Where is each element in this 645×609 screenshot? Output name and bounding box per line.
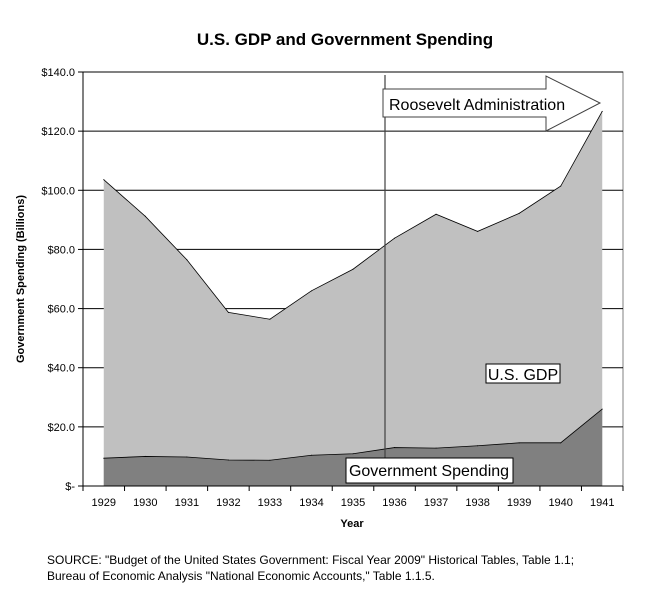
arrow-right-icon xyxy=(382,75,602,132)
data-point xyxy=(601,408,603,410)
data-point xyxy=(352,453,354,455)
source-note: SOURCE: "Budget of the United States Gov… xyxy=(47,552,574,584)
x-tick-label: 1940 xyxy=(548,497,572,509)
x-tick-label: 1937 xyxy=(424,497,448,509)
data-point xyxy=(518,442,520,444)
x-tick-label: 1938 xyxy=(465,497,489,509)
y-tick-label: $20.0 xyxy=(47,422,75,434)
x-tick-label: 1930 xyxy=(133,497,157,509)
y-tick-label: $80.0 xyxy=(47,244,75,256)
data-point xyxy=(394,447,396,449)
area-gdp xyxy=(103,111,603,486)
x-tick-label: 1939 xyxy=(507,497,531,509)
x-tick-label: 1932 xyxy=(216,497,240,509)
x-tick-label: 1936 xyxy=(382,497,406,509)
x-tick-label: 1935 xyxy=(341,497,365,509)
data-point xyxy=(269,318,271,320)
chart-title: U.S. GDP and Government Spending xyxy=(197,30,493,49)
x-tick-label: 1929 xyxy=(92,497,116,509)
gdp-label: U.S. GDP xyxy=(488,367,558,384)
x-axis-label: Year xyxy=(340,518,364,530)
x-tick-label: 1933 xyxy=(258,497,282,509)
data-point xyxy=(186,259,188,261)
x-tick-label: 1931 xyxy=(175,497,199,509)
data-point xyxy=(103,457,105,459)
y-tick-label: $- xyxy=(65,481,75,493)
data-point xyxy=(227,311,229,313)
y-tick-label: $120.0 xyxy=(41,126,75,138)
source-line: Bureau of Economic Analysis "National Ec… xyxy=(47,569,435,583)
area-chart: U.S. GDP and Government Spending Governm… xyxy=(15,30,624,530)
y-tick-label: $140.0 xyxy=(41,67,75,79)
source-line: SOURCE: "Budget of the United States Gov… xyxy=(47,553,575,567)
y-tick-label: $100.0 xyxy=(41,185,75,197)
data-point xyxy=(144,215,146,217)
data-point xyxy=(144,455,146,457)
y-axis-label: Government Spending (Billions) xyxy=(15,195,27,363)
data-point xyxy=(352,268,354,270)
data-point xyxy=(477,230,479,232)
data-point xyxy=(435,447,437,449)
data-point xyxy=(269,459,271,461)
y-tick-label: $60.0 xyxy=(47,304,75,316)
data-point xyxy=(435,213,437,215)
spending-label-box xyxy=(345,457,514,484)
x-tick-label: 1941 xyxy=(590,497,614,509)
data-point xyxy=(518,212,520,214)
data-point xyxy=(310,454,312,456)
data-point xyxy=(186,456,188,458)
data-point xyxy=(560,442,562,444)
data-point xyxy=(310,290,312,292)
arrow-label: Roosevelt Administration xyxy=(389,97,565,114)
data-point xyxy=(394,237,396,239)
y-tick-label: $40.0 xyxy=(47,363,75,375)
gdp-label-box xyxy=(485,363,561,384)
data-point xyxy=(601,110,603,112)
data-point xyxy=(227,459,229,461)
data-point xyxy=(560,185,562,187)
data-point xyxy=(103,179,105,181)
spending-label: Government Spending xyxy=(349,463,509,480)
data-point xyxy=(477,445,479,447)
x-tick-label: 1934 xyxy=(299,497,323,509)
